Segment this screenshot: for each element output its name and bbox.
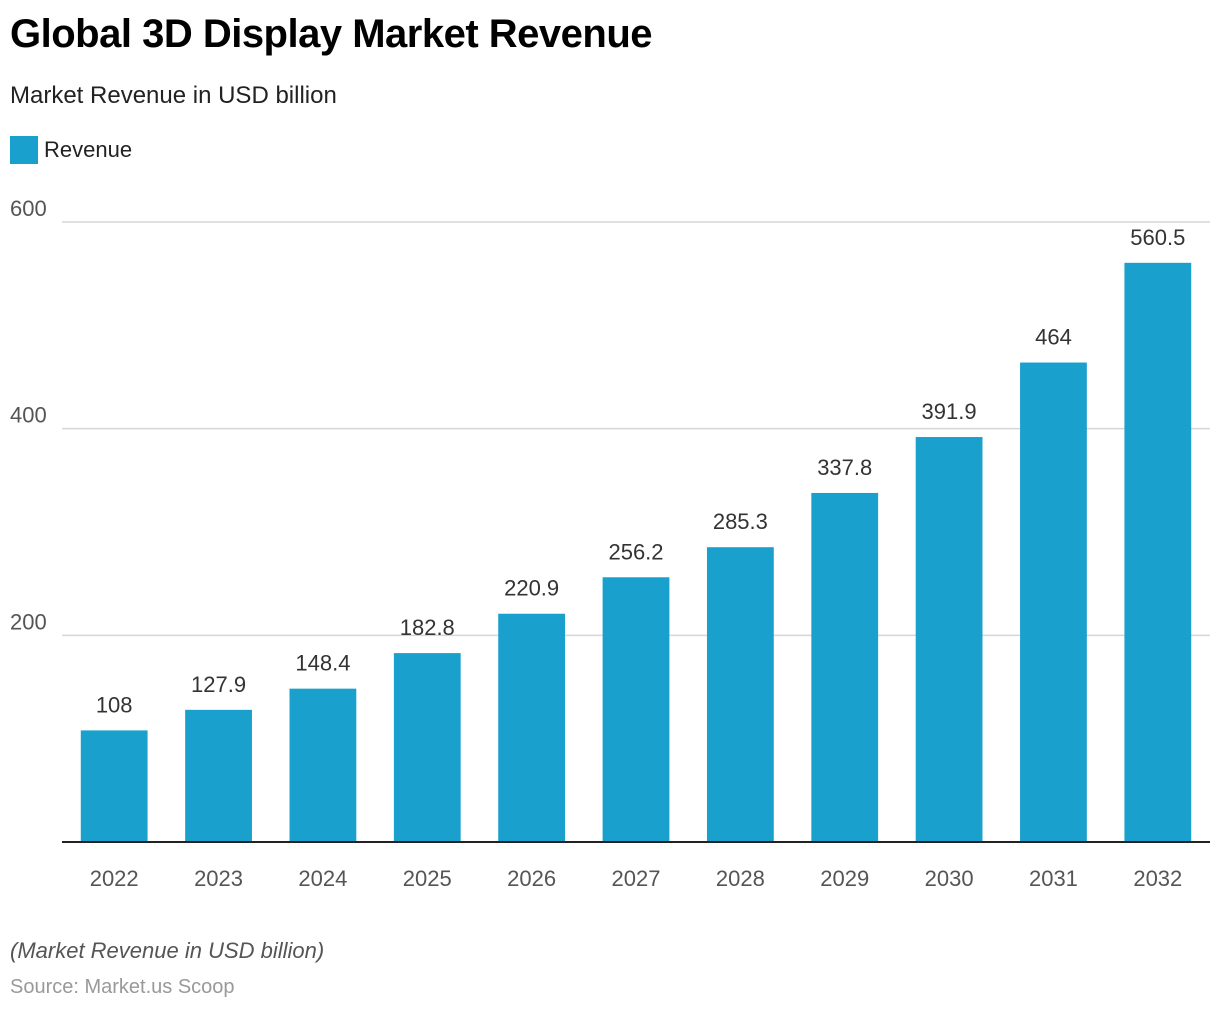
bar	[498, 613, 566, 842]
data-label: 148.4	[295, 651, 350, 676]
y-tick-label: 400	[10, 403, 47, 428]
data-label: 108	[96, 692, 133, 717]
x-tick-label: 2027	[612, 866, 661, 891]
x-tick-label: 2028	[716, 866, 765, 891]
x-tick-label: 2029	[820, 866, 869, 891]
x-tick-label: 2022	[90, 866, 139, 891]
x-tick-label: 2031	[1029, 866, 1078, 891]
bar	[80, 730, 148, 842]
y-tick-label: 200	[10, 609, 47, 634]
data-label: 337.8	[817, 455, 872, 480]
bar	[1124, 262, 1192, 842]
x-tick-label: 2032	[1133, 866, 1182, 891]
chart-source: Source: Market.us Scoop	[10, 976, 235, 998]
bar	[811, 492, 879, 842]
chart-note: (Market Revenue in USD billion)	[10, 938, 325, 963]
chart-title: Global 3D Display Market Revenue	[10, 12, 653, 56]
bar	[915, 437, 983, 842]
bar	[1020, 362, 1087, 842]
bar	[393, 653, 461, 842]
y-tick-label: 600	[10, 196, 47, 221]
data-label: 127.9	[191, 672, 246, 697]
data-label: 391.9	[922, 399, 977, 424]
legend-label: Revenue	[44, 137, 133, 162]
legend-swatch	[10, 136, 38, 164]
data-label: 285.3	[713, 509, 768, 534]
x-tick-label: 2026	[507, 866, 556, 891]
data-label: 464	[1035, 325, 1072, 350]
data-label: 560.5	[1130, 225, 1185, 250]
data-label: 256.2	[608, 539, 663, 564]
chart-subtitle: Market Revenue in USD billion	[10, 82, 337, 109]
x-tick-label: 2030	[925, 866, 974, 891]
data-label: 220.9	[504, 576, 559, 601]
bar	[706, 547, 774, 842]
bar	[602, 577, 670, 842]
x-tick-label: 2025	[403, 866, 452, 891]
bar-chart: 200 400 600 108 2022 127.9 2023 148.4 2024 182.8 2…	[10, 196, 1210, 891]
legend: Revenue	[10, 136, 132, 164]
bar	[185, 709, 252, 842]
x-tick-label: 2023	[194, 866, 243, 891]
bar	[289, 688, 357, 842]
data-label: 182.8	[400, 615, 455, 640]
x-tick-label: 2024	[298, 866, 347, 891]
